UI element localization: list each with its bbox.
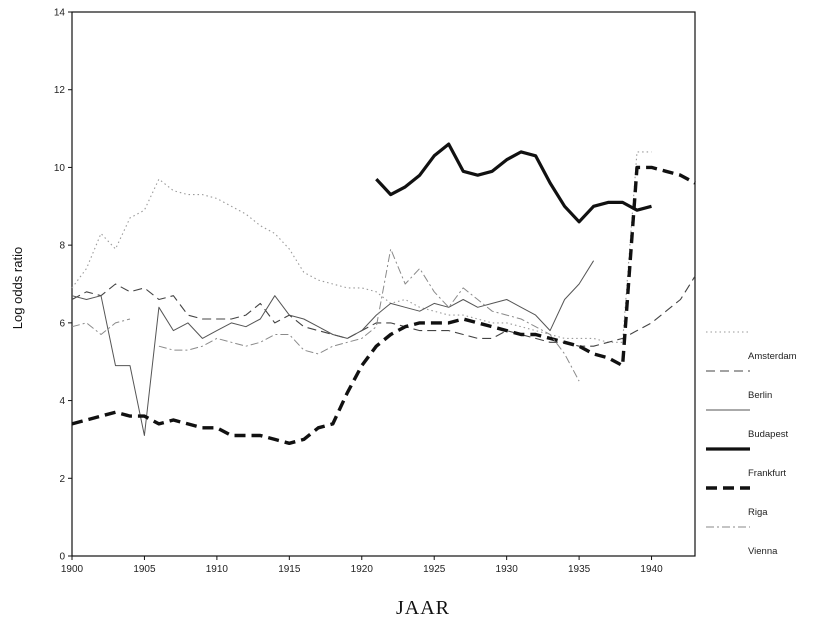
x-tick-label: 1915 (278, 564, 301, 575)
plot-border (71, 11, 696, 557)
y-tick-label: 4 (59, 396, 65, 407)
series-line-frankfurt (375, 142, 652, 224)
x-tick-label: 1900 (61, 564, 84, 575)
series-line-amsterdam (71, 151, 652, 343)
x-tick-label: 1925 (423, 564, 446, 575)
legend: Amsterdam Berlin Budapest Frankfurt Riga Vien… (706, 331, 797, 557)
series-line-riga (71, 165, 696, 445)
legend-label-frankfurt: Frankfurt (748, 468, 786, 479)
x-tick-label: 1920 (351, 564, 374, 575)
x-tick-label: 1905 (133, 564, 156, 575)
x-axis-title: JAAR (396, 597, 450, 619)
series-line-vienna (158, 248, 580, 382)
series-line-budapest (71, 260, 595, 436)
y-axis-title: Log odds ratio (10, 247, 25, 329)
y-tick-label: 2 (59, 474, 65, 485)
y-tick-label: 0 (59, 552, 65, 563)
x-tick-label: 1910 (206, 564, 229, 575)
series-line-vienna (71, 318, 131, 335)
legend-label-riga: Riga (748, 507, 768, 518)
legend-label-amsterdam: Amsterdam (748, 351, 797, 362)
series-layer (71, 142, 696, 445)
legend-label-budapest: Budapest (748, 429, 789, 440)
y-tick-label: 14 (54, 8, 66, 19)
x-axis-ticks: 1900 1905 1910 1915 1920 1925 1930 1935 1940 (61, 556, 663, 575)
legend-label-vienna: Vienna (748, 546, 778, 557)
series-line-berlin (71, 275, 696, 347)
y-tick-label: 8 (59, 241, 65, 252)
y-tick-label: 12 (54, 85, 66, 96)
legend-label-berlin: Berlin (748, 390, 772, 401)
y-axis-ticks: 0 2 4 6 8 10 12 14 (54, 8, 72, 563)
plot-frame (71, 11, 696, 557)
x-tick-label: 1935 (568, 564, 591, 575)
x-tick-label: 1940 (640, 564, 663, 575)
x-tick-label: 1930 (496, 564, 519, 575)
y-tick-label: 10 (54, 163, 66, 174)
y-tick-label: 6 (59, 318, 65, 329)
